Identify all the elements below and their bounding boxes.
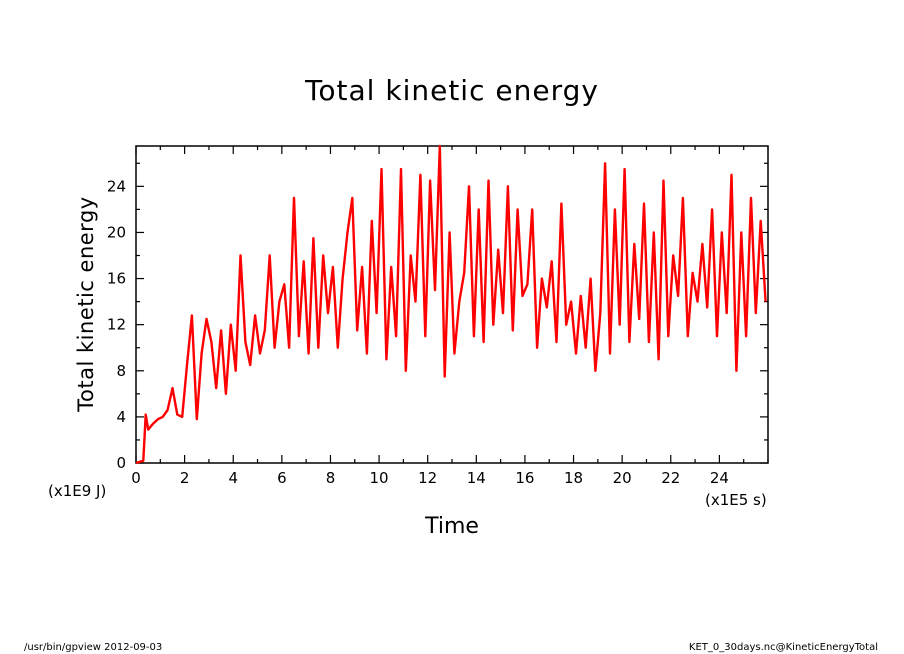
x-tick-label: 0 [131,469,141,487]
x-tick-label: 20 [613,469,632,487]
footer-source: /usr/bin/gpview 2012-09-03 [24,642,163,653]
series-line [135,144,767,465]
x-tick-label: 2 [180,469,190,487]
x-tick-label: 22 [661,469,680,487]
x-tick-label: 10 [370,469,389,487]
x-axis-label: Time [425,514,479,539]
footer-file: KET_0_30days.nc@KineticEnergyTotal [688,642,878,653]
x-tick-label: 24 [710,469,729,487]
y-tick-label: 8 [116,362,126,380]
y-tick-label: 0 [116,454,126,472]
y-tick-label: 4 [116,408,126,426]
y-tick-label: 20 [107,223,126,241]
x-tick-label: 12 [418,469,437,487]
series-group [135,144,767,465]
y-tick-label: 12 [107,316,126,334]
x-tick-label: 18 [564,469,583,487]
x-tick-label: 4 [228,469,238,487]
x-tick-label: 14 [467,469,486,487]
x-tick-label: 6 [277,469,287,487]
y-tick-label: 16 [107,270,126,288]
x-tick-label: 16 [515,469,534,487]
x-axis-unit: (x1E5 s) [705,491,767,509]
axis-ticks [135,146,769,464]
y-axis-unit: (x1E9 J) [48,482,107,500]
chart-title: Total kinetic energy [305,74,599,107]
y-tick-label: 24 [107,177,126,195]
x-tick-label: 8 [326,469,336,487]
